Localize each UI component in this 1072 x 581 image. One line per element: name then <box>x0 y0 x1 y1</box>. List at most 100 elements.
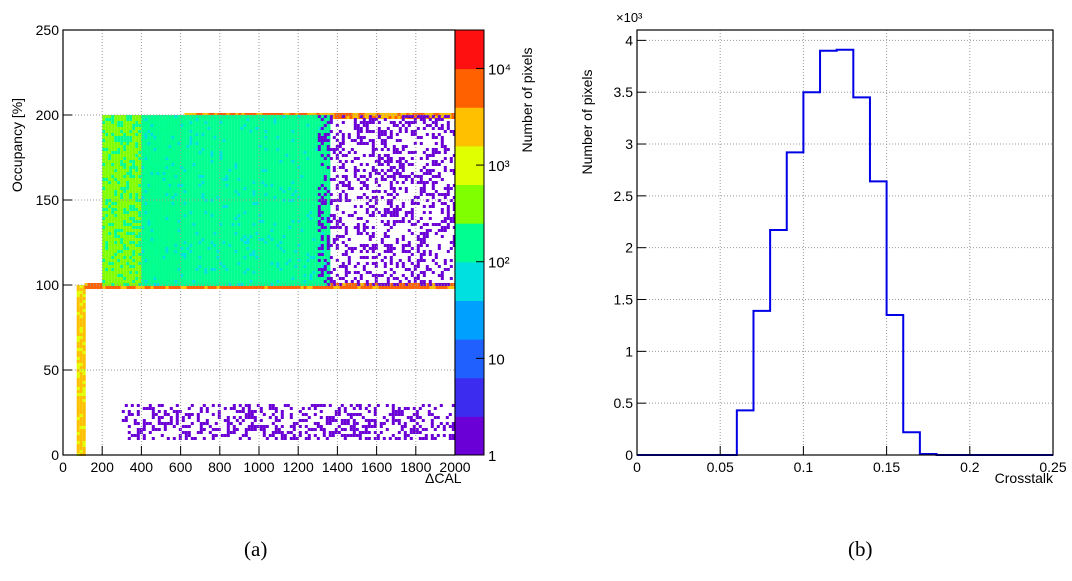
heatmap-cell <box>279 118 282 121</box>
heatmap-cell <box>132 280 135 283</box>
heatmap-cell <box>207 220 210 223</box>
heatmap-cell <box>108 154 111 157</box>
heatmap-cell <box>117 223 120 226</box>
heatmap-cell <box>189 271 192 274</box>
heatmap-cell <box>117 241 120 244</box>
heatmap-cell <box>117 202 120 205</box>
heatmap-cell <box>231 205 234 208</box>
heatmap-cell <box>117 136 120 139</box>
heatmap-cell <box>285 247 288 250</box>
heatmap-cell <box>165 217 168 220</box>
heatmap-cell <box>213 223 216 226</box>
heatmap-cell <box>114 271 117 274</box>
heatmap-cell <box>156 157 159 160</box>
heatmap-cell <box>156 271 159 274</box>
heatmap-cell <box>210 268 213 271</box>
heatmap-cell <box>222 190 225 193</box>
heatmap-cell <box>222 208 225 211</box>
heatmap-cell <box>234 220 237 223</box>
heatmap-cell <box>364 286 367 289</box>
heatmap-cell <box>231 172 234 175</box>
heatmap-cell <box>198 223 201 226</box>
heatmap-cell <box>213 157 216 160</box>
heatmap-cell <box>192 145 195 148</box>
heatmap-cell <box>231 208 234 211</box>
heatmap-cell <box>135 187 138 190</box>
heatmap-cell <box>252 184 255 187</box>
heatmap-cell <box>177 142 180 145</box>
heatmap-cell <box>168 157 171 160</box>
heatmap-cell <box>123 139 126 142</box>
heatmap-cell <box>198 214 201 217</box>
heatmap-cell <box>276 250 279 253</box>
heatmap-cell <box>237 136 240 139</box>
heatmap-cell <box>270 241 273 244</box>
heatmap-cell <box>162 124 165 127</box>
heatmap-cell <box>392 116 395 119</box>
heatmap-cell <box>273 172 276 175</box>
heatmap-cell <box>177 181 180 184</box>
heatmap-cell <box>334 286 337 289</box>
heatmap-cell <box>207 232 210 235</box>
heatmap-cell <box>147 247 150 250</box>
heatmap-cell <box>225 124 228 127</box>
heatmap-cell <box>237 133 240 136</box>
heatmap-cell <box>114 118 117 121</box>
heatmap-cell <box>174 211 177 214</box>
heatmap-cell <box>83 333 86 336</box>
heatmap-cell <box>83 342 86 345</box>
heatmap-cell <box>234 262 237 265</box>
heatmap-cell <box>270 160 273 163</box>
heatmap-cell <box>273 235 276 238</box>
heatmap-cell <box>144 226 147 229</box>
heatmap-cell <box>282 202 285 205</box>
heatmap-cell <box>246 217 249 220</box>
heatmap-cell <box>132 121 135 124</box>
heatmap-cell <box>249 220 252 223</box>
heatmap-cell <box>150 193 153 196</box>
heatmap-cell <box>138 148 141 151</box>
heatmap-cell <box>159 247 162 250</box>
heatmap-cell <box>165 148 168 151</box>
heatmap-cell <box>240 238 243 241</box>
heatmap-cell <box>264 124 267 127</box>
heatmap-cell <box>147 223 150 226</box>
heatmap-cell <box>135 244 138 247</box>
heatmap-cell <box>153 256 156 259</box>
heatmap-cell <box>255 127 258 130</box>
heatmap-cell <box>144 211 147 214</box>
heatmap-cell <box>138 178 141 181</box>
heatmap-cell <box>273 247 276 250</box>
heatmap-cell <box>237 247 240 250</box>
heatmap-cell <box>114 202 117 205</box>
heatmap-cell <box>225 211 228 214</box>
heatmap-cell <box>249 241 252 244</box>
heatmap-cell <box>105 232 108 235</box>
heatmap-cell <box>243 208 246 211</box>
heatmap-cell <box>282 166 285 169</box>
heatmap-cell <box>114 268 117 271</box>
heatmap-cell <box>246 271 249 274</box>
heatmap-cell <box>255 178 258 181</box>
heatmap-cell <box>111 130 114 133</box>
heatmap-cell <box>169 286 172 289</box>
heatmap-cell <box>276 253 279 256</box>
heatmap-cell <box>225 232 228 235</box>
heatmap-cell <box>132 226 135 229</box>
heatmap-cell <box>285 253 288 256</box>
heatmap-cell <box>165 211 168 214</box>
heatmap-cell <box>108 271 111 274</box>
heatmap-cell <box>171 241 174 244</box>
heatmap-cell <box>111 175 114 178</box>
heatmap-cell <box>201 262 204 265</box>
heatmap-cell <box>249 259 252 262</box>
heatmap-cell <box>279 181 282 184</box>
heatmap-cell <box>216 226 219 229</box>
heatmap-cell <box>138 280 141 283</box>
heatmap-cell <box>207 229 210 232</box>
heatmap-cell <box>126 136 129 139</box>
heatmap-cell <box>165 280 168 283</box>
heatmap-cell <box>273 220 276 223</box>
heatmap-cell <box>129 151 132 154</box>
heatmap-cell <box>174 166 177 169</box>
